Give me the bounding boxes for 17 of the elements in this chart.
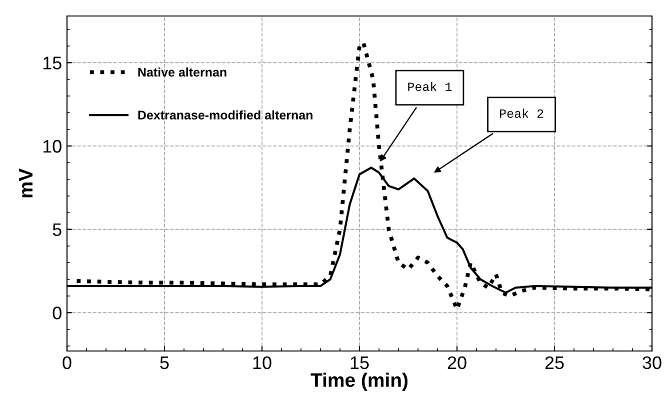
y-axis-title: mV: [19, 168, 32, 198]
legend-label: Dextranase-modified alternan: [138, 110, 312, 120]
x-tick-label: 5: [160, 356, 169, 370]
x-tick-label: 15: [350, 356, 369, 370]
x-tick-label: 10: [253, 356, 272, 370]
x-tick-label: 0: [62, 356, 72, 370]
legend-label: Native alternan: [138, 67, 226, 77]
x-tick-label: 20: [448, 356, 466, 370]
x-axis-title: Time (min): [310, 372, 408, 391]
annotation: Peak 1: [408, 82, 452, 92]
y-tick-label: 10: [43, 140, 62, 153]
x-tick-label: 30: [642, 356, 662, 370]
annotation: Peak 2: [500, 108, 544, 118]
y-tick-label: 5: [52, 223, 62, 236]
y-tick-label: 15: [43, 56, 62, 70]
y-tick-label: 0: [52, 306, 62, 320]
x-tick-label: 25: [545, 356, 564, 370]
